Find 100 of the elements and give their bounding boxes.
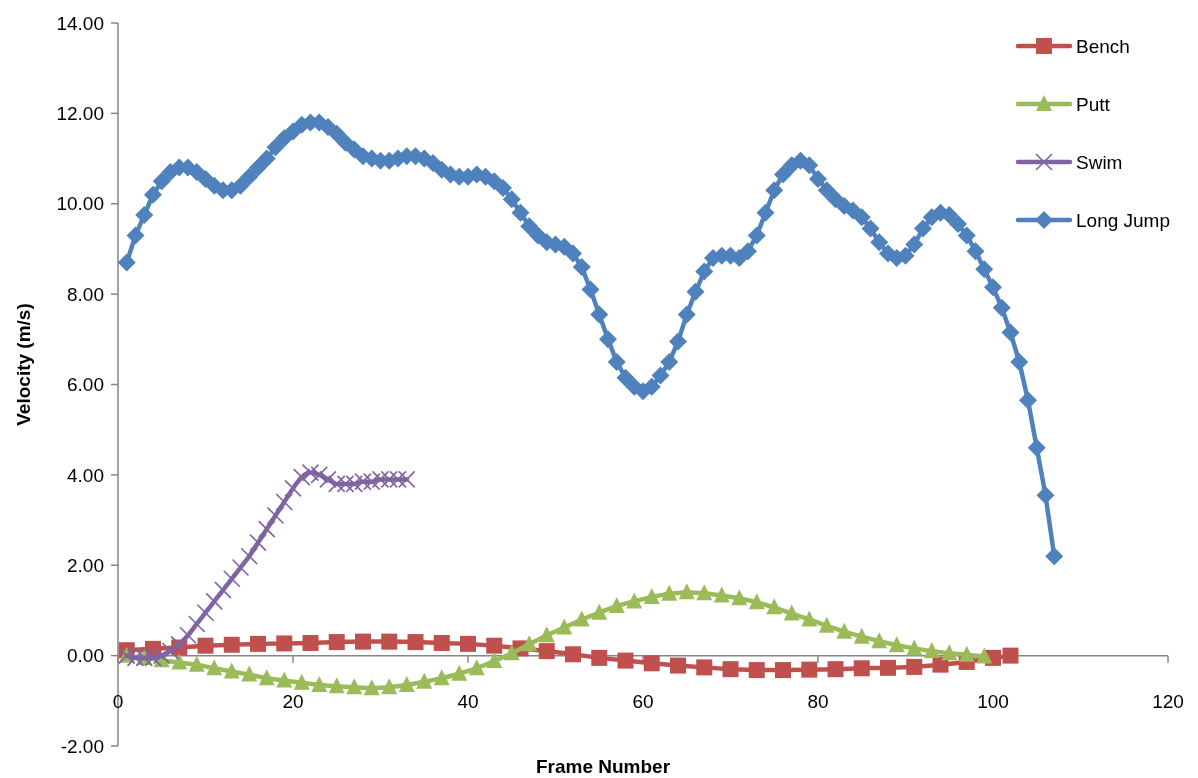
x-tick-label: 100 — [977, 690, 1009, 712]
point — [836, 622, 853, 639]
point — [276, 671, 293, 688]
x-tick-label: 60 — [632, 690, 654, 712]
point — [643, 587, 660, 604]
point — [197, 637, 214, 654]
point — [696, 584, 713, 601]
point — [257, 520, 276, 538]
y-tick-label: 0.00 — [67, 645, 104, 667]
x-axis-title: Frame Number — [535, 756, 671, 777]
point — [941, 644, 958, 661]
point — [775, 662, 791, 679]
point — [468, 659, 485, 676]
point — [250, 635, 266, 652]
point — [853, 627, 870, 644]
point — [407, 634, 424, 651]
point — [451, 664, 468, 681]
point — [661, 584, 678, 601]
point — [818, 616, 835, 633]
point — [223, 636, 240, 653]
point — [328, 677, 345, 694]
point — [503, 644, 520, 661]
x-tick-label: 20 — [282, 690, 304, 712]
x-tick-label: 120 — [1152, 690, 1184, 712]
point — [486, 652, 503, 669]
point — [748, 593, 765, 610]
point — [608, 596, 625, 613]
point — [302, 634, 319, 651]
point — [976, 647, 993, 664]
point — [284, 479, 302, 498]
point — [241, 665, 258, 682]
point — [223, 662, 240, 679]
point — [355, 633, 371, 650]
point — [827, 661, 844, 678]
point — [187, 615, 206, 633]
point — [678, 583, 695, 600]
point — [573, 610, 590, 627]
y-tick-label: -2.00 — [60, 735, 104, 757]
point — [538, 626, 555, 643]
point — [643, 655, 660, 672]
legend-label: Long Jump — [1076, 209, 1171, 231]
y-axis-title: Velocity (m/s) — [13, 303, 34, 426]
point — [722, 661, 739, 678]
point — [293, 673, 310, 690]
point — [196, 603, 215, 622]
point — [801, 610, 818, 627]
legend-label: Bench — [1076, 35, 1130, 57]
point — [398, 676, 415, 692]
point — [486, 637, 503, 654]
point — [276, 635, 293, 652]
point — [565, 646, 581, 663]
point — [258, 669, 275, 686]
point — [617, 652, 634, 669]
point — [906, 639, 923, 656]
point — [801, 661, 818, 678]
point — [381, 633, 398, 650]
point — [923, 642, 940, 659]
point — [591, 649, 608, 666]
point — [713, 586, 730, 603]
y-tick-label: 8.00 — [67, 283, 104, 305]
point — [591, 603, 608, 620]
y-tick-label: 10.00 — [56, 193, 104, 215]
point — [783, 604, 800, 621]
point — [696, 659, 713, 676]
point — [1002, 647, 1019, 664]
y-tick-label: 12.00 — [56, 103, 104, 125]
point — [748, 662, 765, 679]
point — [205, 592, 224, 611]
point — [958, 645, 975, 662]
x-tick-label: 40 — [457, 690, 479, 712]
point — [381, 678, 398, 695]
point — [363, 679, 380, 696]
point — [301, 463, 320, 482]
point — [766, 598, 783, 615]
point — [249, 533, 267, 552]
point — [275, 493, 294, 511]
point — [433, 669, 450, 686]
point — [171, 653, 188, 670]
point — [888, 636, 905, 653]
point — [433, 634, 450, 651]
point — [346, 678, 363, 695]
y-tick-label: 4.00 — [67, 464, 104, 486]
y-tick-label: 6.00 — [67, 374, 104, 396]
point — [460, 635, 476, 652]
point — [626, 592, 643, 609]
x-tick-label: 0 — [112, 690, 124, 712]
point — [670, 657, 686, 674]
point — [416, 672, 433, 689]
y-tick-label: 14.00 — [56, 12, 104, 34]
x-tick-label: 80 — [807, 690, 829, 712]
legend-label: Swim — [1076, 151, 1123, 173]
point — [521, 635, 538, 652]
point — [214, 581, 232, 599]
point — [731, 589, 748, 606]
point — [161, 642, 180, 660]
point — [311, 676, 328, 692]
point — [906, 658, 923, 675]
legend-label: Putt — [1076, 93, 1111, 115]
point — [871, 632, 888, 649]
point — [556, 618, 573, 635]
